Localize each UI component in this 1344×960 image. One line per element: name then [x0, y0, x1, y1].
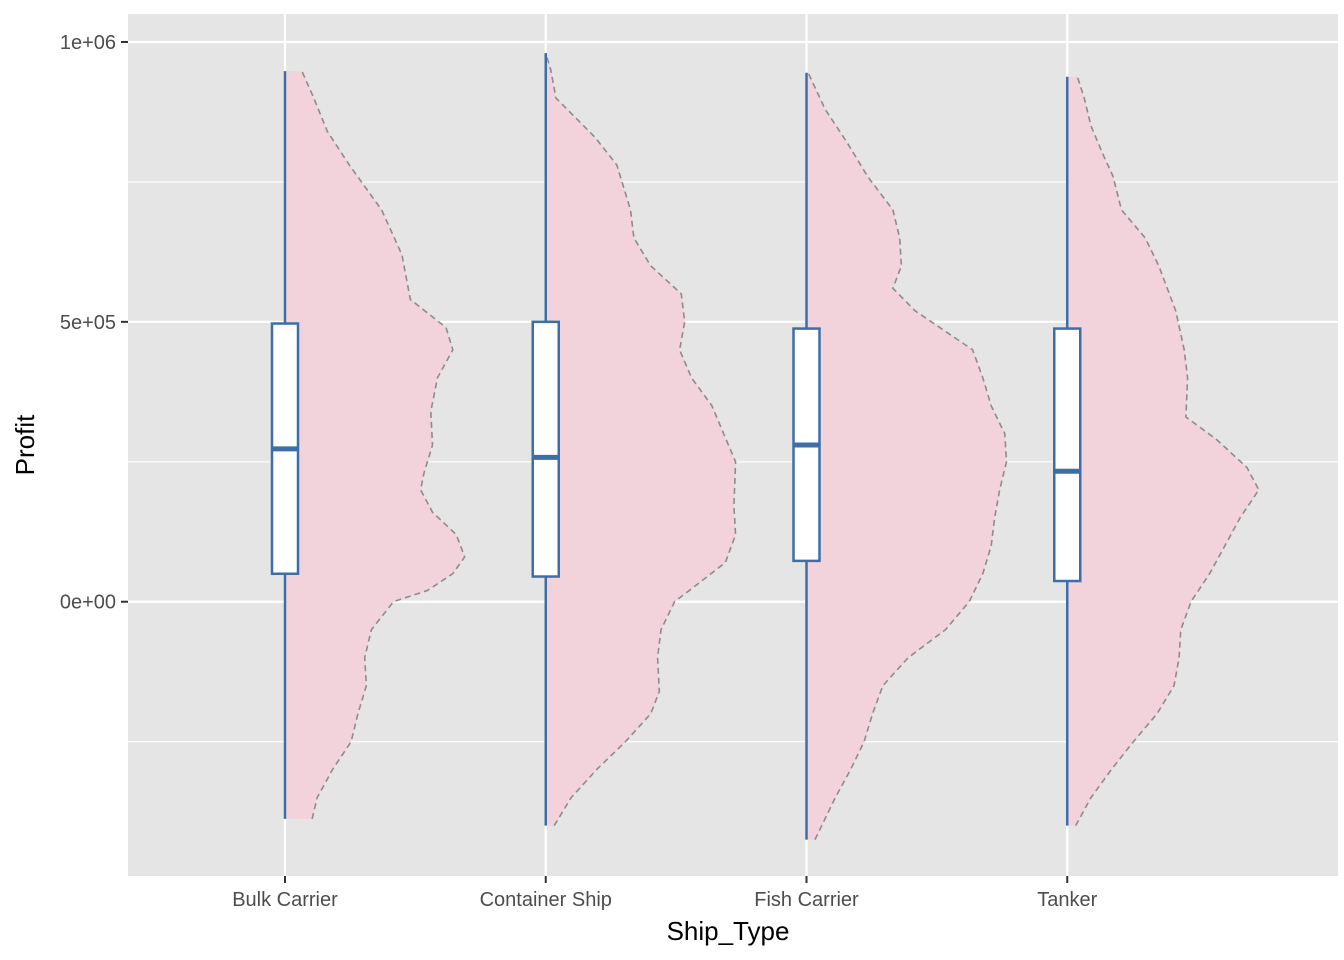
violin-fill — [806, 72, 1007, 840]
violin-outline — [1074, 76, 1260, 826]
x-tick-label: Container Ship — [480, 889, 612, 911]
y-tick-label: 5e+05 — [60, 312, 116, 334]
box-iqr — [1053, 327, 1082, 583]
y-tick-label: 1e+06 — [60, 32, 116, 54]
violin-fill — [1067, 76, 1259, 826]
x-tick-label: Tanker — [1037, 889, 1097, 911]
violin-outline — [807, 72, 1008, 840]
violin-outline — [545, 52, 737, 827]
y-axis-title: Profit — [10, 414, 40, 475]
y-tick-label: 0e+00 — [60, 592, 116, 614]
x-axis: Bulk Carrier Container Ship Fish Carrier Ta… — [232, 876, 1098, 911]
violin-fill — [545, 53, 736, 826]
boxplot-layer — [270, 53, 1082, 840]
x-tick-label: Bulk Carrier — [232, 889, 338, 911]
violin-layer — [285, 52, 1260, 840]
violin-fill — [285, 71, 465, 819]
x-tick-label: Fish Carrier — [754, 889, 859, 911]
box-iqr — [531, 320, 560, 578]
x-axis-title: Ship_Type — [667, 916, 790, 946]
y-axis: 0e+00 5e+05 1e+06 — [60, 32, 128, 614]
violin-outline — [301, 70, 466, 820]
